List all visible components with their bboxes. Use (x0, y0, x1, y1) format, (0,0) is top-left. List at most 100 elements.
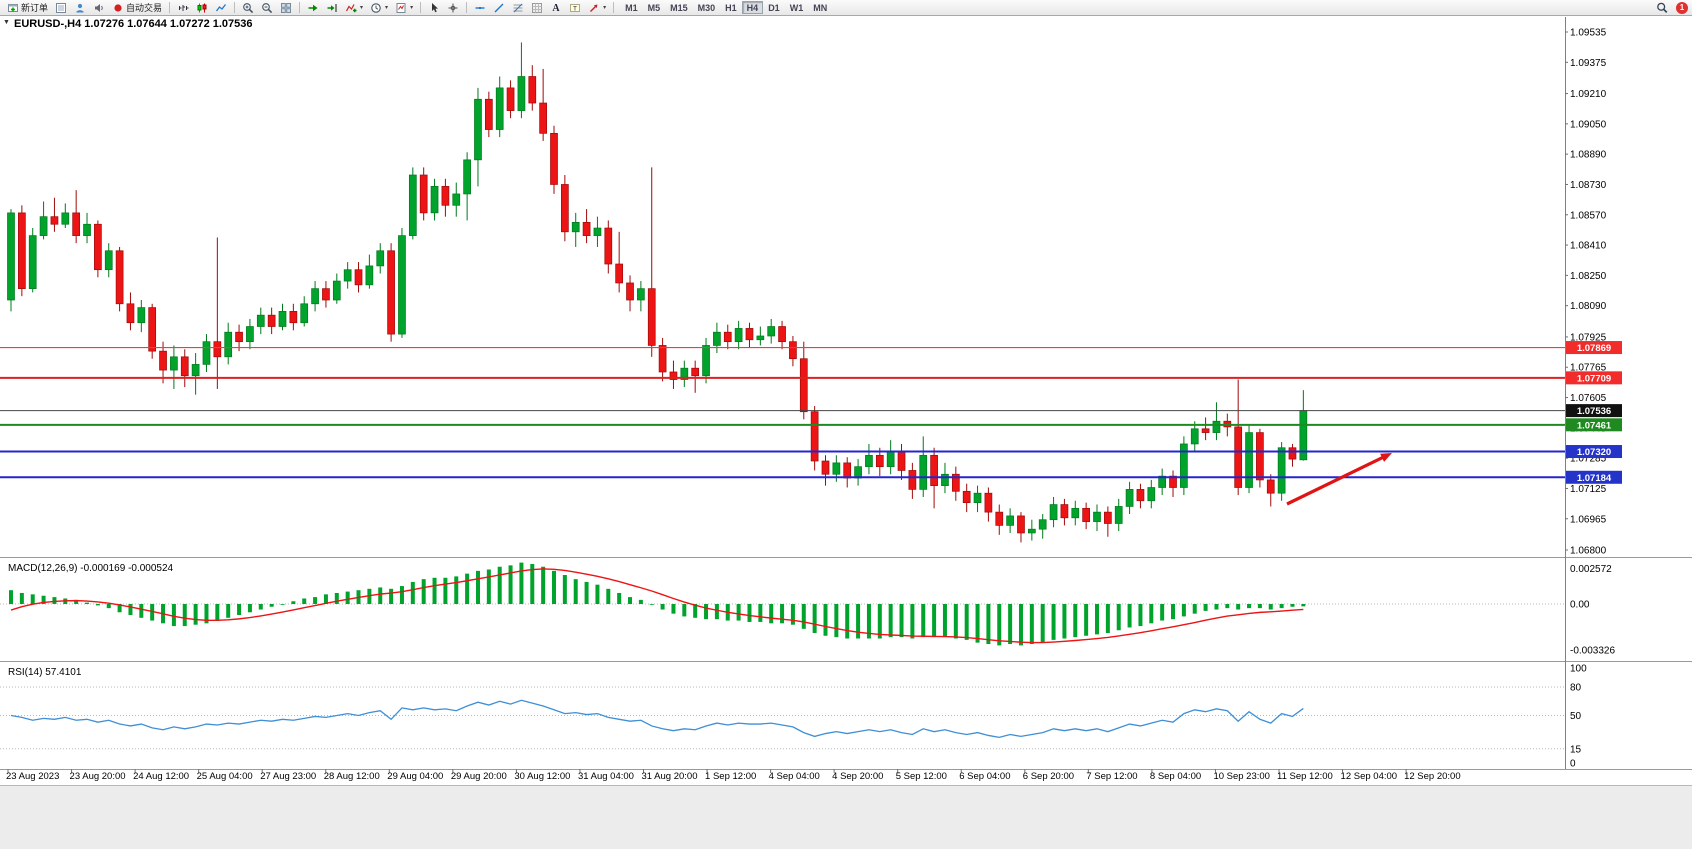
svg-text:1.06965: 1.06965 (1570, 514, 1607, 525)
autotrading-button[interactable]: 自动交易 (109, 1, 165, 15)
resistance-line-upper-badge: 1.07869 (1566, 341, 1622, 355)
ohlc-values: 1.07276 1.07644 1.07272 1.07536 (84, 18, 253, 30)
macd-signal-line (10, 568, 1304, 644)
macd-indicator (9, 562, 1306, 646)
macd-label: MACD(12,26,9) -0.000169 -0.000524 (8, 563, 174, 574)
trendline-button[interactable] (490, 1, 508, 15)
charts-button[interactable] (52, 1, 70, 15)
chart-shift-icon (327, 3, 337, 12)
arrows-icon (590, 4, 598, 12)
chart-window[interactable]: ▼ EURUSD-,H4 1.07276 1.07644 1.07272 1.0… (0, 17, 1692, 785)
line-chart-button[interactable] (212, 1, 230, 15)
price-chart[interactable]: 1.09535 1.09375 1.09210 1.09050 1.08890 1.087… (0, 17, 1692, 785)
drawing-grid-icon (532, 2, 543, 13)
sounds-button[interactable] (90, 1, 108, 15)
svg-text:1.06800: 1.06800 (1570, 546, 1607, 557)
svg-text:1.07536: 1.07536 (1577, 406, 1611, 417)
svg-text:50: 50 (1570, 711, 1582, 722)
svg-text:5 Sep 12:00: 5 Sep 12:00 (896, 771, 947, 782)
candlestick-chart-button[interactable] (193, 1, 211, 15)
svg-text:1.07285: 1.07285 (1570, 454, 1607, 465)
new-order-button[interactable]: 新订单 (4, 1, 51, 15)
search-button[interactable] (1653, 1, 1671, 15)
auto-scroll-icon (308, 4, 318, 11)
timeframe-w1[interactable]: W1 (789, 2, 804, 13)
svg-text:1.08570: 1.08570 (1570, 210, 1607, 221)
timeframe-m1[interactable]: M1 (625, 2, 638, 13)
crosshair-button[interactable] (444, 1, 462, 15)
timeframe-d1[interactable]: D1 (768, 2, 780, 13)
svg-text:6 Sep 04:00: 6 Sep 04:00 (959, 771, 1010, 782)
svg-text:1.07184: 1.07184 (1577, 473, 1612, 484)
cursor-icon (432, 2, 439, 12)
zoom-in-icon (243, 2, 254, 13)
timeframe-m5[interactable]: M5 (647, 2, 661, 13)
sounds-icon (95, 3, 103, 12)
periods-icon (371, 2, 381, 13)
svg-text:29 Aug 04:00: 29 Aug 04:00 (387, 771, 443, 782)
templates-button[interactable]: ▾ (392, 1, 416, 15)
svg-text:27 Aug 23:00: 27 Aug 23:00 (260, 771, 316, 782)
svg-text:1.07605: 1.07605 (1570, 393, 1607, 404)
search-icon (1657, 2, 1668, 13)
timeframe-h1[interactable]: H1 (725, 2, 737, 13)
svg-text:4 Sep 04:00: 4 Sep 04:00 (769, 771, 820, 782)
lower-workspace (0, 785, 1692, 849)
rsi-line (10, 699, 1304, 739)
toolbar-separator (299, 2, 301, 13)
timeframe-m30[interactable]: M30 (697, 2, 716, 13)
chart-shift-button[interactable] (323, 1, 341, 15)
timeframe-m15[interactable]: M15 (670, 2, 688, 13)
time-axis[interactable]: 23 Aug 2023 23 Aug 20:00 24 Aug 12:00 25 Au… (6, 769, 1461, 782)
svg-text:1.09375: 1.09375 (1570, 58, 1607, 69)
svg-text:1.07320: 1.07320 (1577, 447, 1611, 458)
horizontal-line-button[interactable] (471, 1, 489, 15)
timeframe-h4[interactable]: H4 (741, 1, 764, 14)
toolbar-separator (613, 2, 615, 13)
arrow-annotation[interactable] (1286, 453, 1392, 506)
svg-text:12 Sep 20:00: 12 Sep 20:00 (1404, 771, 1461, 782)
zoom-in-button[interactable] (239, 1, 257, 15)
fibonacci-button[interactable] (509, 1, 527, 15)
community-button[interactable] (71, 1, 89, 15)
notification-badge[interactable]: 1 (1676, 1, 1688, 14)
bar-chart-icon (179, 4, 189, 11)
tile-windows-button[interactable] (277, 1, 295, 15)
svg-text:30 Aug 12:00: 30 Aug 12:00 (514, 771, 570, 782)
svg-text:31 Aug 20:00: 31 Aug 20:00 (642, 771, 698, 782)
svg-text:10 Sep 23:00: 10 Sep 23:00 (1213, 771, 1270, 782)
drawing-grid-button[interactable] (528, 1, 546, 15)
timeframe-mn[interactable]: MN (813, 2, 828, 13)
autotrading-icon (114, 3, 122, 12)
svg-text:1 Sep 12:00: 1 Sep 12:00 (705, 771, 756, 782)
fibonacci-icon (513, 3, 523, 12)
svg-text:15: 15 (1570, 744, 1582, 755)
svg-text:0.002572: 0.002572 (1570, 564, 1612, 575)
svg-text:1.08090: 1.08090 (1570, 301, 1607, 312)
label-button[interactable]: T (566, 1, 584, 15)
one-click-trading-toggle[interactable]: ▼ (3, 19, 10, 26)
svg-text:24 Aug 12:00: 24 Aug 12:00 (133, 771, 189, 782)
arrows-button[interactable]: ▾ (585, 1, 609, 15)
candlestick-chart-icon (197, 3, 207, 12)
svg-text:1.07869: 1.07869 (1577, 343, 1611, 354)
text-button[interactable]: A (547, 1, 565, 15)
auto-scroll-button[interactable] (304, 1, 322, 15)
svg-text:25 Aug 04:00: 25 Aug 04:00 (197, 771, 253, 782)
price-axis[interactable]: 1.09535 1.09375 1.09210 1.09050 1.08890 1.087… (1565, 28, 1607, 557)
cursor-button[interactable] (425, 1, 443, 15)
horizontal-line-icon (475, 6, 485, 9)
svg-text:28 Aug 12:00: 28 Aug 12:00 (324, 771, 380, 782)
current-price-line-badge: 1.07536 (1566, 404, 1622, 418)
candlestick-series (7, 42, 1308, 543)
periods-button[interactable]: ▾ (367, 1, 391, 15)
chevron-down-icon: ▾ (360, 5, 364, 11)
indicators-button[interactable]: ▾ (342, 1, 366, 15)
crosshair-icon (448, 3, 458, 12)
tile-windows-icon (281, 2, 292, 13)
zoom-out-button[interactable] (258, 1, 276, 15)
trendline-icon (494, 3, 504, 12)
timeframe-bar: M1 M5 M15 M30 H1 H4 D1 W1 MN (620, 1, 832, 14)
bar-chart-button[interactable] (174, 1, 192, 15)
zoom-out-icon (262, 2, 273, 13)
